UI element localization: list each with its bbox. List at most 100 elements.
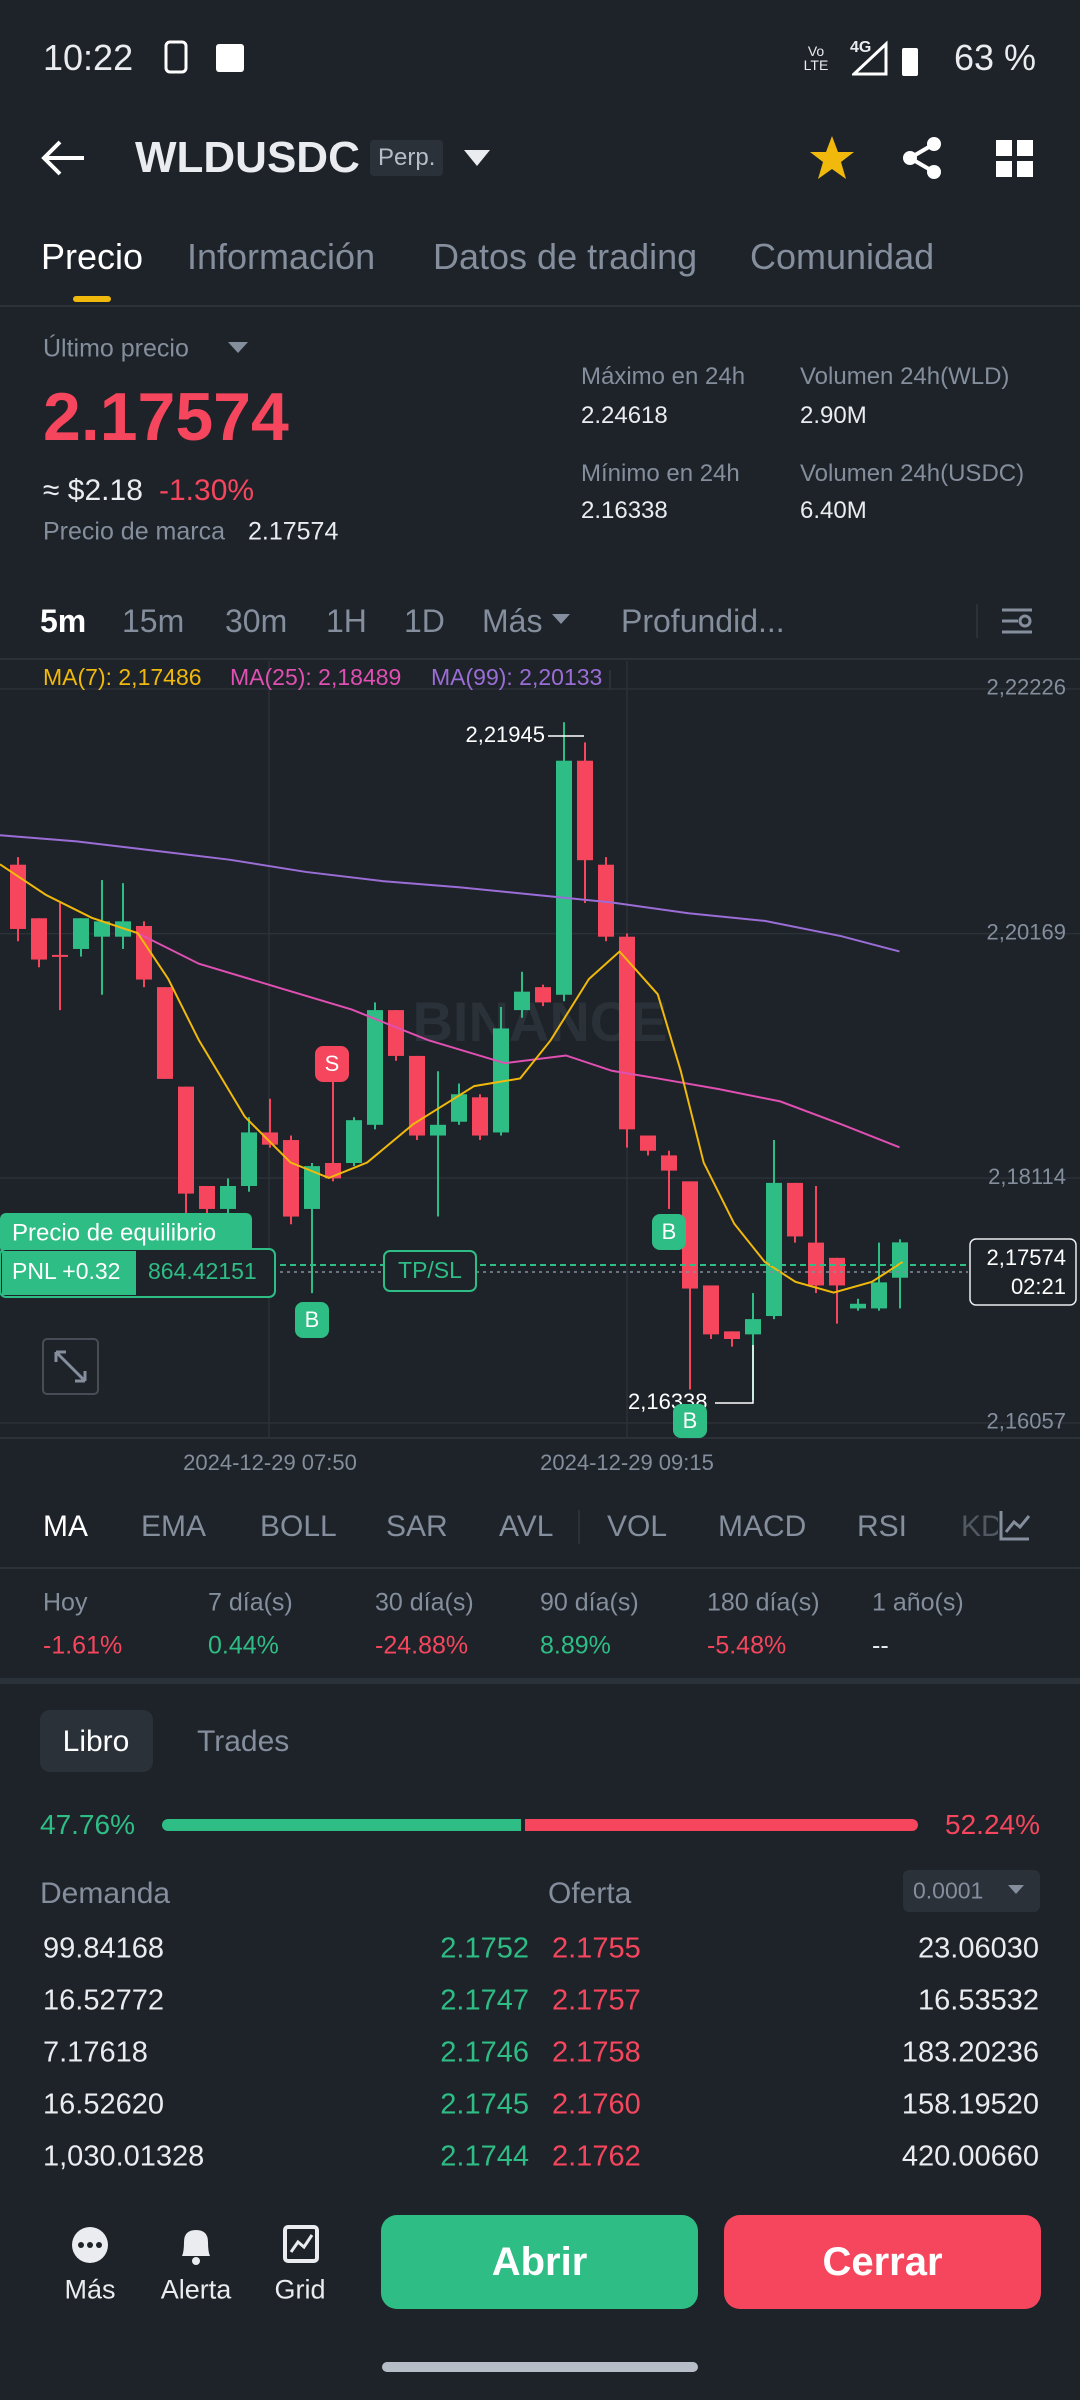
close-button[interactable]: Cerrar (724, 2215, 1041, 2309)
last-price: 2.17574 (43, 379, 289, 455)
tpsl[interactable]: TP/SL (398, 1257, 462, 1283)
candle-body (10, 864, 26, 929)
period-label: 180 día(s) (707, 1588, 820, 1617)
symbol-dropdown[interactable] (462, 148, 492, 168)
favorite[interactable] (808, 134, 856, 182)
sell-marker[interactable] (315, 1046, 349, 1082)
nav-label[interactable]: Grid (274, 2274, 326, 2305)
grid-icon[interactable] (282, 2224, 320, 2264)
indicator[interactable]: EMA (141, 1510, 207, 1543)
back-button[interactable] (40, 138, 90, 178)
divider (0, 1567, 1080, 1569)
candle-body (808, 1242, 824, 1286)
indicator[interactable]: KD (961, 1510, 1003, 1543)
candle-body (619, 936, 635, 1130)
interval[interactable]: 30m (225, 603, 288, 639)
buy-marker-label: B (305, 1307, 320, 1332)
interval[interactable]: 1D (404, 603, 445, 639)
buy-marker[interactable] (295, 1302, 329, 1338)
dropdown[interactable] (228, 342, 248, 354)
battery: 63 % (953, 37, 1036, 78)
buy-marker[interactable] (673, 1404, 707, 1438)
candle-body (94, 921, 110, 937)
tab[interactable]: Comunidad (750, 236, 935, 277)
period-label: 1 año(s) (872, 1588, 964, 1617)
book-tab-active[interactable]: Libro (62, 1725, 130, 1758)
interval-more[interactable]: Más (482, 603, 543, 639)
period-change: -24.88% (375, 1631, 469, 1660)
interval[interactable]: 1H (326, 603, 367, 639)
indicator[interactable]: VOL (607, 1510, 668, 1543)
share[interactable] (900, 136, 944, 180)
indicator[interactable]: MACD (718, 1510, 807, 1543)
period-change: 8.89% (540, 1631, 611, 1660)
stat-label: Volumen 24h(USDC) (800, 460, 1025, 487)
indicator-active[interactable]: MA (43, 1510, 88, 1543)
last-price-tag-price: 2,17574 (986, 1245, 1066, 1270)
period-change: -- (872, 1631, 889, 1660)
position-title[interactable]: Precio de equilibrio (12, 1219, 216, 1246)
tab[interactable]: Datos de trading (433, 236, 698, 277)
ask-quantity: 420.00660 (901, 2140, 1039, 2173)
candle-body (157, 987, 173, 1079)
tab[interactable]: Información (187, 236, 376, 277)
candle-body (577, 760, 593, 861)
ma7-legend: MA(7): 2,17486 (43, 664, 202, 690)
bid-quantity: 7.17618 (43, 2036, 148, 2069)
bid-quantity: 99.84168 (43, 1932, 164, 1965)
y-tick-label: 2,16057 (986, 1409, 1066, 1434)
candle-body (892, 1242, 908, 1278)
period-label: 90 día(s) (540, 1588, 639, 1617)
last-price-tag (969, 1238, 1077, 1306)
nav-label[interactable]: Más (64, 2274, 116, 2305)
signal-battery (852, 40, 918, 76)
last-price-label[interactable]: Último precio (43, 334, 189, 363)
indicator-settings[interactable] (998, 1508, 1032, 1542)
tpsl-box[interactable] (383, 1250, 477, 1292)
more-icon[interactable] (70, 2225, 110, 2265)
alert-icon[interactable] (176, 2224, 216, 2266)
stat-value: 2.24618 (581, 402, 668, 429)
period-label: 7 día(s) (208, 1588, 293, 1617)
tab-active[interactable]: Precio (41, 236, 144, 277)
ma99-legend: MA(99): 2,20133 (431, 664, 602, 690)
indicator[interactable]: AVL (499, 1510, 554, 1543)
candle-body (367, 1010, 383, 1125)
ask-quantity: 23.06030 (918, 1932, 1039, 1965)
stat-label: Máximo en 24h (581, 363, 746, 390)
change: -1.30% (159, 474, 255, 507)
period-label: 30 día(s) (375, 1588, 474, 1617)
bid-ratio-bar (162, 1819, 522, 1831)
candle-body (493, 1028, 509, 1133)
pnl-bg (2, 1251, 136, 1295)
depth-tab[interactable]: Profundid... (621, 603, 785, 639)
indicator[interactable]: BOLL (260, 1510, 337, 1543)
perp-badge: Perp. (370, 140, 444, 176)
nav-label[interactable]: Alerta (160, 2274, 232, 2305)
section-divider (0, 1678, 1080, 1684)
candle-body (52, 954, 68, 957)
clock: 10:22 (43, 37, 134, 78)
candle-body (304, 1166, 320, 1209)
candle-body (346, 1120, 362, 1164)
buy-marker-label: B (662, 1219, 677, 1244)
bid-quantity: 16.52772 (43, 1984, 164, 2017)
candle-body (514, 991, 530, 1011)
indicator[interactable]: RSI (857, 1510, 908, 1543)
chart-settings[interactable] (1000, 604, 1034, 638)
ratio-bar (162, 1819, 918, 1831)
bid-price: 2.1746 (440, 2036, 529, 2069)
buy-marker[interactable] (652, 1214, 686, 1250)
interval-active[interactable]: 5m (40, 603, 87, 639)
open-button[interactable]: Abrir (381, 2215, 698, 2309)
symbol[interactable]: WLDUSDC (135, 133, 360, 182)
y-tick-label: 2,20169 (986, 919, 1066, 944)
candle-body (724, 1331, 740, 1340)
layout[interactable] (996, 140, 1034, 178)
book-tab[interactable]: Trades (197, 1725, 290, 1758)
indicator[interactable]: SAR (386, 1510, 448, 1543)
interval[interactable]: 15m (122, 603, 185, 639)
ask-price: 2.1762 (552, 2140, 641, 2173)
candle-body (409, 1055, 425, 1136)
bid-price: 2.1747 (440, 1984, 529, 2017)
